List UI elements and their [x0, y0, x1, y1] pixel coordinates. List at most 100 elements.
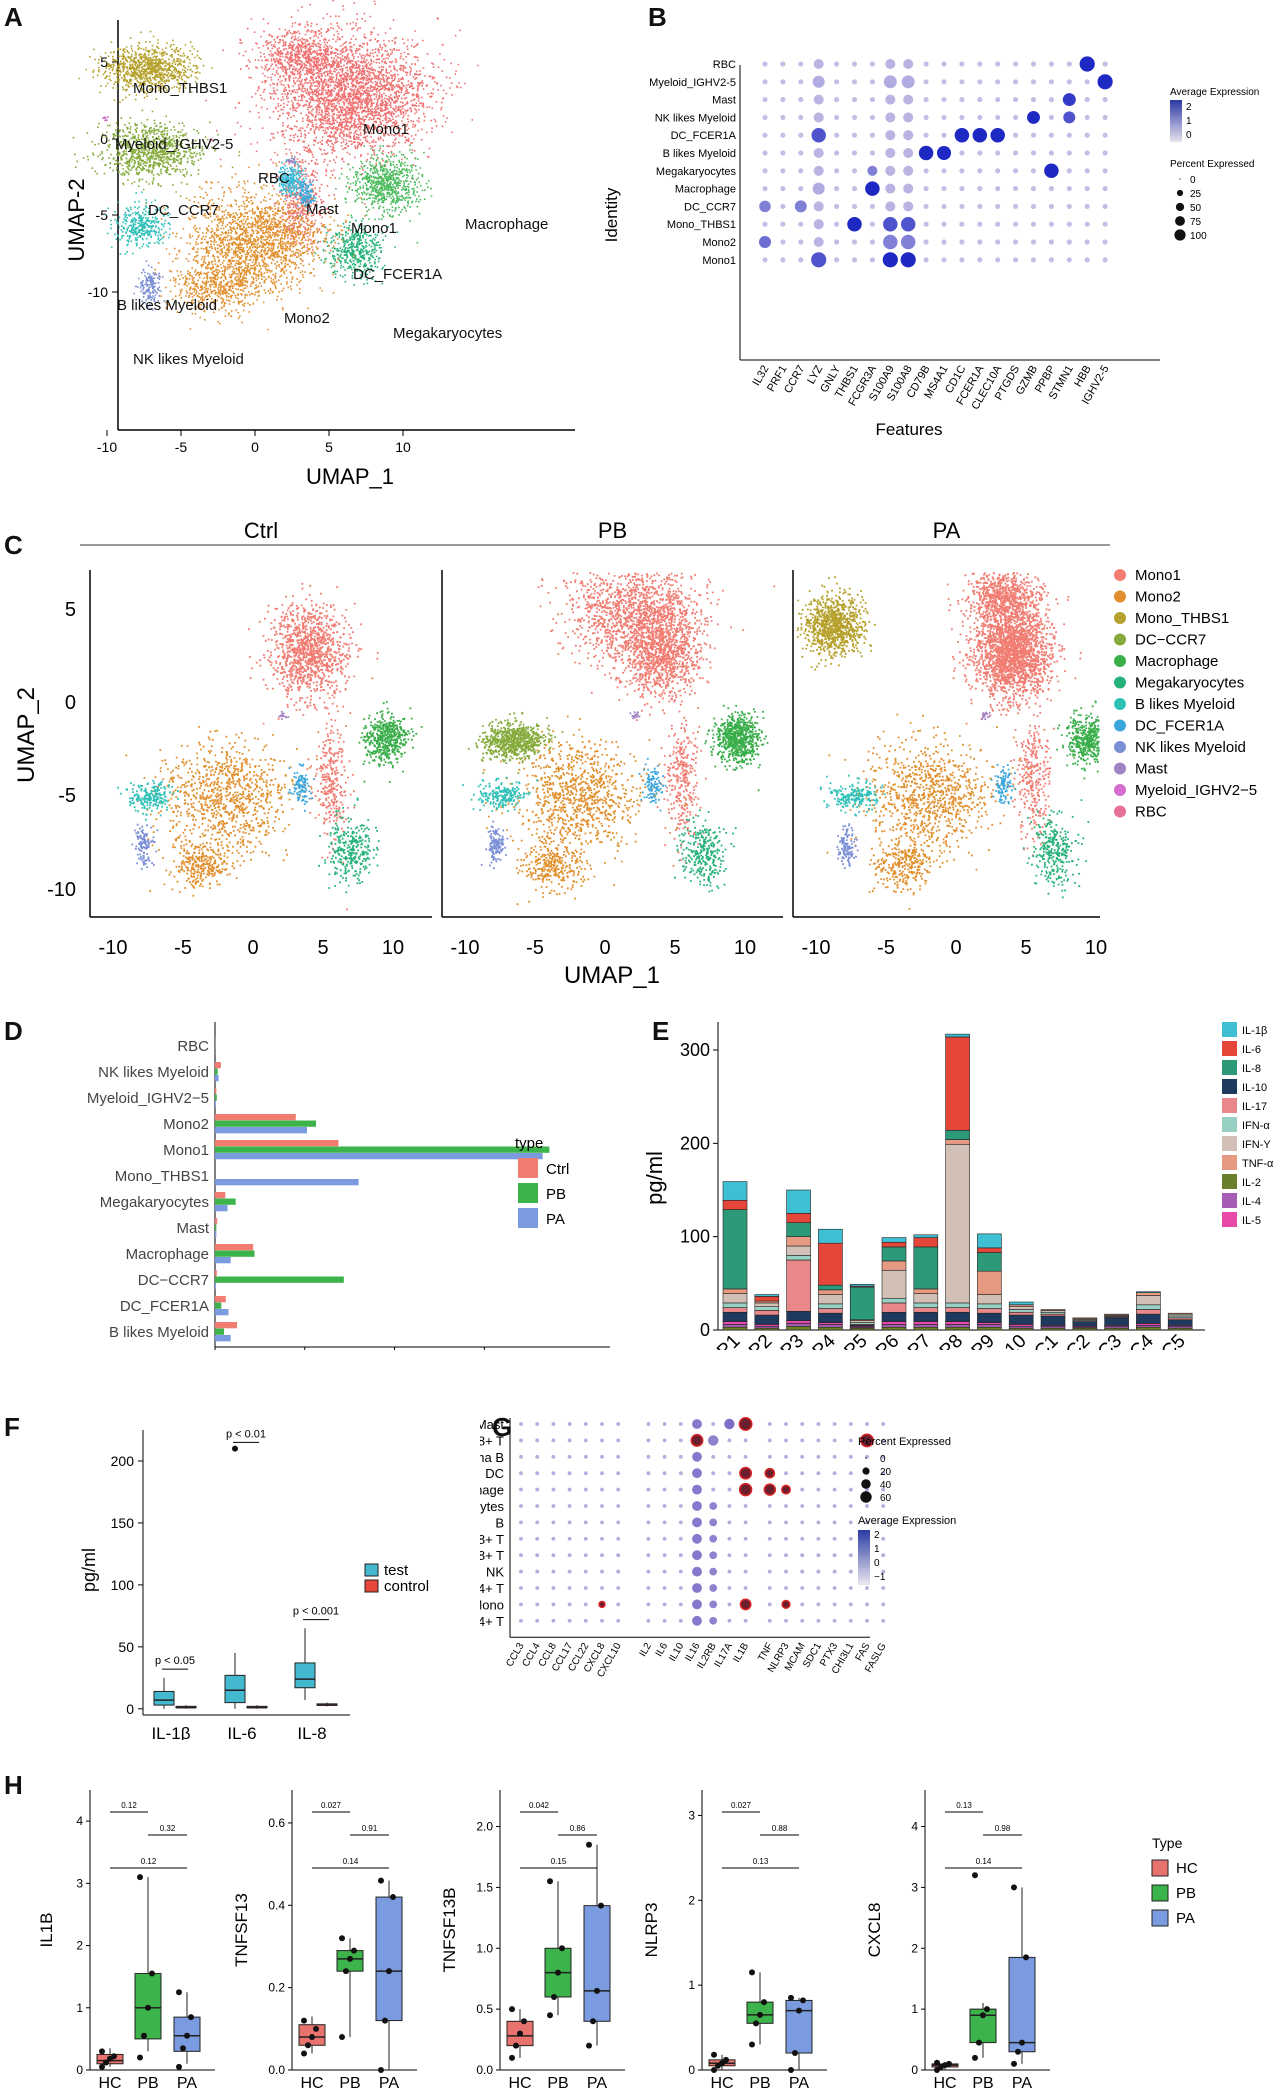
panel-label-f: F — [4, 1412, 20, 1442]
dotplot-g-dot — [784, 1471, 788, 1476]
umap-c-cluster-mast — [629, 711, 641, 720]
dotplot-g-dot — [551, 1618, 556, 1623]
dotplot-b-dot — [798, 221, 804, 227]
dotplot-b-dot — [1048, 186, 1054, 192]
dotplot-b-dot — [1030, 239, 1037, 245]
umap-c-legend-item: Mast — [1114, 761, 1168, 778]
dotplot-b-dot — [923, 97, 929, 103]
dotplot-b-dot — [851, 239, 858, 245]
dotplot-b-colorbar-tick: 2 — [1186, 102, 1192, 113]
panel-label-b: B — [648, 2, 667, 32]
dotplot-b-dot — [834, 114, 840, 120]
umap-a-plot: -10 -5 0 5 10 5 0 -5 -10 UMAP_1 UMAP-2 Mono_THBS… — [64, 0, 575, 489]
dotplot-b-dot — [1102, 221, 1108, 227]
dotplot-g-dot — [800, 1618, 805, 1623]
umap-c-cluster-macrophage — [358, 701, 423, 783]
dotplot-b-dot — [903, 183, 914, 194]
dotplot-b-dot — [780, 114, 786, 120]
umap-c-xtick: 5 — [317, 937, 328, 959]
dotplot-g-dot — [583, 1586, 588, 1590]
bar-e-il-1 — [754, 1294, 780, 1297]
box-h-point — [176, 2063, 182, 2070]
bar-e-legend-label: IFN-α — [1242, 1120, 1270, 1132]
dotplot-g-dot — [727, 1602, 732, 1607]
dotplot-g-dot — [784, 1422, 788, 1426]
umap-c-cluster-mono1 — [248, 582, 379, 728]
dotplot-b-dot — [1044, 163, 1059, 179]
bar-e-il-2 — [786, 1325, 811, 1331]
dotplot-g-dot — [678, 1487, 683, 1492]
dotplot-b-dot — [923, 79, 929, 85]
bar-e-il-6 — [818, 1242, 843, 1286]
dotplot-b-size-tick: 25 — [1190, 189, 1202, 200]
dotplot-g-dot — [600, 1520, 604, 1525]
umap-c-legend-label: B likes Myeloid — [1135, 696, 1235, 713]
bar-e-xtick: P1 — [713, 1331, 744, 1350]
bar-e-legend-label: IL-2 — [1242, 1177, 1261, 1189]
dotplot-g-ytick: Naive CD8+ T — [480, 1532, 504, 1547]
dotplot-b-dot — [885, 58, 896, 70]
dotplot-g-colorbar-tick: −1 — [874, 1572, 886, 1583]
dotplot-g-dot — [709, 1616, 718, 1625]
box-h-point — [176, 1989, 182, 1996]
umap-a-ytick: 5 — [100, 54, 108, 70]
dotplot-b-dot — [851, 97, 858, 103]
box-h-ytick: 0 — [688, 2063, 695, 2077]
box-f-legend-swatch — [364, 1563, 379, 1577]
box-h-point — [517, 2030, 523, 2037]
dotplot-b-size-key — [1179, 178, 1181, 180]
dotplot-b-dot — [813, 219, 824, 230]
bar-e-xtick: P10 — [992, 1331, 1031, 1350]
dotplot-g-dot — [832, 1618, 837, 1623]
umap-c-legend-item: Mono_THBS1 — [1114, 610, 1229, 627]
label-mono1b: Mono1 — [351, 220, 397, 237]
umap-c-cluster-mono1 — [537, 572, 776, 701]
bar-d-pa — [215, 1283, 216, 1290]
dotplot-b-legend-avg-title: Average Expression — [1170, 87, 1259, 98]
box-h-point — [586, 1841, 592, 1848]
box-h-ytick: 1 — [688, 1978, 695, 1992]
box-h-point — [972, 1872, 978, 1879]
box-h-point — [149, 1970, 155, 1977]
dotplot-b-dot — [885, 201, 896, 212]
dotplot-b-dot — [798, 114, 804, 120]
dotplot-g-dot — [848, 1422, 853, 1426]
bar-e-ifn-y — [977, 1294, 1002, 1305]
dotplot-g-dot — [860, 1433, 874, 1448]
bar-d-legend-label: PA — [546, 1211, 565, 1228]
dotplot-g-dot — [832, 1504, 837, 1508]
dotplot-g-dot — [711, 1422, 716, 1426]
dotplot-g-dot — [763, 1483, 777, 1496]
bar-e-ifn-y — [1136, 1295, 1161, 1306]
box-h-il1b: 0 1 2 3 4 IL1B HC PB PA 0.12 0.32 0.12 — [37, 1790, 215, 2092]
dotplot-g-dot — [535, 1602, 540, 1607]
umap-a-cluster-dc-fcer1a — [295, 180, 318, 217]
dotplot-b-dot — [959, 97, 965, 103]
dotplot-g-dot — [767, 1536, 772, 1541]
dotplot-b-dot — [1079, 56, 1095, 72]
dotplot-b-dot — [780, 257, 786, 263]
dotplot-b-dot — [780, 79, 786, 85]
dotplot-g-dot — [567, 1586, 572, 1590]
umap-c-cluster-nk-likes-myeloid — [480, 820, 509, 870]
box-f-legend-label: control — [384, 1578, 429, 1595]
bar-d-ctrl — [215, 1062, 221, 1069]
dotplot-b-dot — [780, 186, 786, 192]
box-h-xtick: HC — [98, 2075, 121, 2092]
box-h-point — [351, 1947, 357, 1954]
dotplot-b-dot — [900, 216, 916, 232]
dotplot-g-dot — [646, 1438, 651, 1443]
dotplot-g-dot — [662, 1454, 667, 1459]
bar-d-pa — [215, 1309, 229, 1316]
box-f-test — [294, 1628, 316, 1701]
dotplot-g-dot — [616, 1454, 621, 1459]
dotplot-b-dot — [941, 186, 947, 192]
dotplot-g-dot — [832, 1602, 837, 1607]
dotplot-b-ytick: B likes Myeloid — [663, 148, 736, 160]
dotplot-g-dot — [709, 1551, 718, 1560]
box-h-pvalue: 0.13 — [956, 1801, 972, 1810]
dotplot-g-xtick: IL2 — [638, 1641, 655, 1659]
bar-e-tnf — [1136, 1292, 1161, 1296]
bar-e-xtick: P4 — [809, 1330, 841, 1350]
dotplot-g-dot — [678, 1586, 683, 1590]
